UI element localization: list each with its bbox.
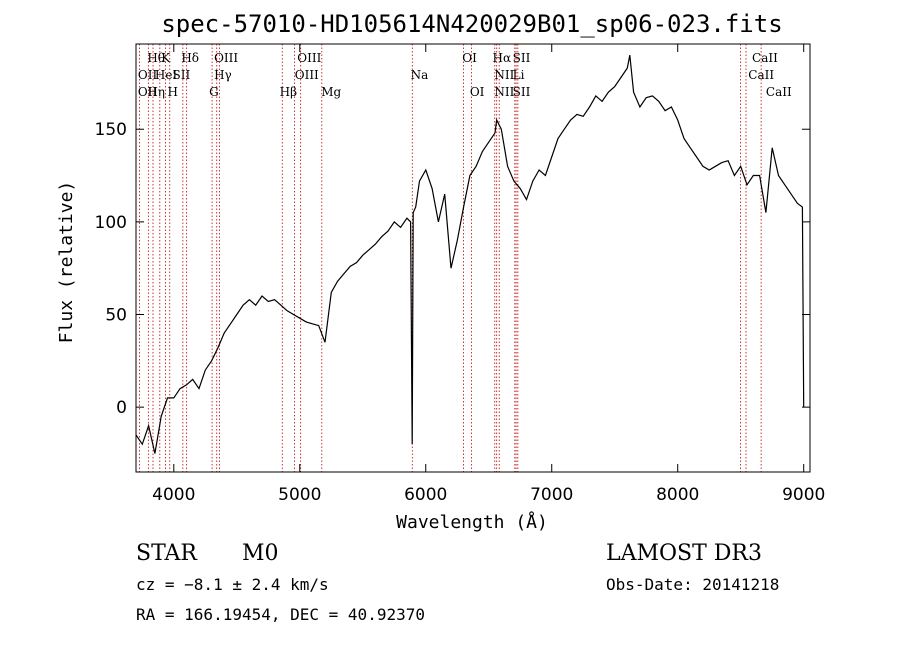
line-label-2-6: OI: [470, 85, 485, 99]
line-label-0-2: Hδ: [181, 51, 199, 65]
line-label-2-2: H: [167, 85, 177, 99]
line-label-0-4: OIII: [297, 51, 321, 65]
line-label-2-3: G: [209, 85, 219, 99]
y-tick-label-2: 100: [95, 213, 127, 233]
x-tick-label-4: 8000: [656, 485, 699, 505]
line-label-1-6: NII: [494, 68, 514, 82]
y-tick-label-0: 0: [116, 398, 127, 418]
line-label-1-5: Na: [411, 68, 429, 82]
x-tick-label-0: 4000: [152, 485, 195, 505]
line-label-1-7: Li: [513, 68, 525, 82]
line-label-2-0: OII: [138, 85, 158, 99]
line-label-2-7: NII: [494, 85, 514, 99]
obs-date: Obs-Date: 20141218: [606, 575, 779, 594]
redshift-text: cz = −8.1 ± 2.4 km/s: [136, 575, 329, 594]
survey-name: LAMOST DR3: [606, 541, 762, 566]
y-axis-ticks: 0 50 100 150: [95, 120, 810, 418]
line-label-2-4: Hβ: [280, 85, 297, 99]
line-label-1-3: Hγ: [214, 68, 232, 82]
plot-frame: [135, 43, 811, 473]
line-label-2-9: CaII: [766, 85, 792, 99]
line-label-1-8: CaII: [748, 68, 774, 82]
line-label-0-7: SII: [513, 51, 531, 65]
x-tick-label-5: 9000: [782, 485, 825, 505]
line-label-0-8: CaII: [752, 51, 778, 65]
line-label-1-0: OII: [138, 68, 158, 82]
y-tick-label-3: 150: [95, 120, 127, 140]
object-subclass: M0: [242, 541, 279, 566]
line-label-1-2: SII: [173, 68, 191, 82]
x-axis-label: Wavelength (Å): [396, 511, 548, 533]
line-label-0-3: OIII: [214, 51, 238, 65]
line-label-1-1: HeI: [155, 68, 178, 82]
line-label-0-0: Hθ: [147, 51, 165, 65]
line-label-2-5: Mg: [321, 85, 341, 99]
x-axis-ticks: 4000 5000 6000 7000 8000 9000: [152, 44, 825, 505]
line-label-2-1: Hη: [147, 85, 165, 99]
line-label-0-1: K: [161, 51, 171, 65]
y-axis-label: Flux (relative): [56, 181, 77, 344]
x-tick-label-2: 6000: [404, 485, 447, 505]
chart-title: spec-57010-HD105614N420029B01_sp06-023.f…: [161, 10, 782, 38]
coordinates: RA = 166.19454, DEC = 40.92370: [136, 605, 425, 624]
line-label-0-5: OI: [462, 51, 477, 65]
spectrum-series-line: [135, 54, 805, 454]
x-tick-label-3: 7000: [530, 485, 573, 505]
y-tick-label-1: 50: [105, 306, 127, 326]
line-label-0-6: Hα: [493, 51, 512, 65]
reference-lines: [139, 44, 762, 472]
line-label-2-8: SII: [513, 85, 531, 99]
object-class: STAR: [136, 541, 198, 566]
line-label-1-4: OIII: [295, 68, 319, 82]
x-tick-label-1: 5000: [278, 485, 321, 505]
